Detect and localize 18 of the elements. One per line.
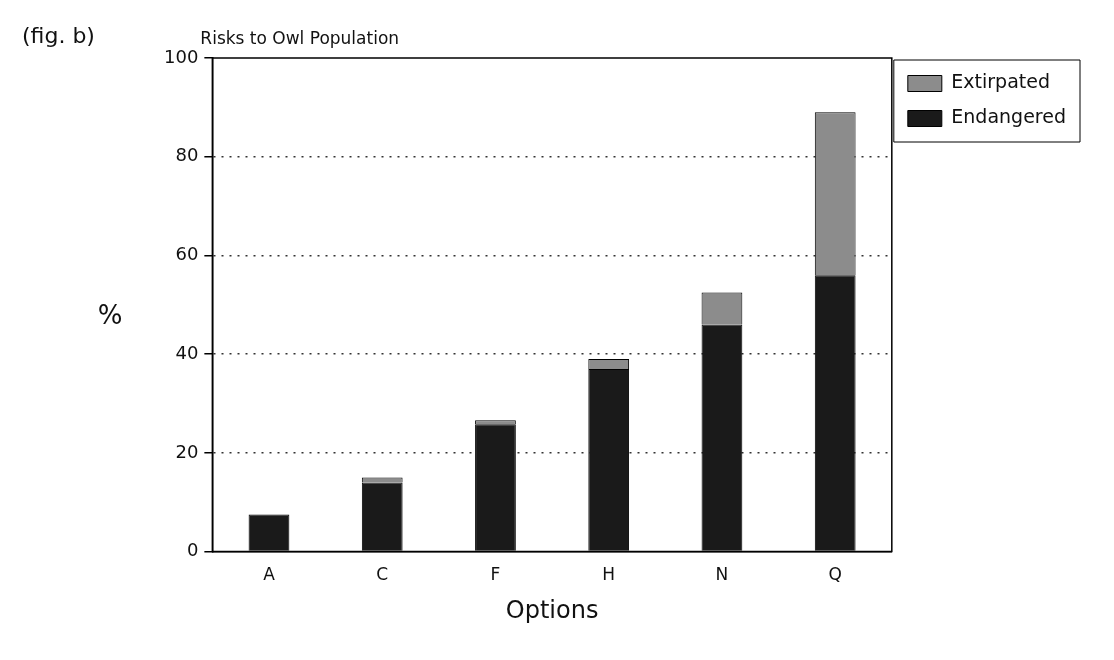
x-tick-label: C	[376, 564, 389, 585]
y-tick-label: 0	[186, 539, 199, 561]
y-tick-label: 20	[175, 440, 199, 462]
text: (fig. b)	[22, 22, 95, 48]
y-axis-title: %	[97, 299, 123, 330]
y-tick-label: 60	[175, 243, 199, 265]
chart-title: Risks to Owl Population	[200, 27, 400, 48]
legend-label: Endangered	[951, 105, 1066, 128]
y-tick-label: 100	[164, 45, 199, 67]
x-tick-label: F	[490, 564, 501, 585]
legend-label: Extirpated	[951, 70, 1051, 93]
x-tick-label: H	[602, 564, 616, 585]
x-axis-title: Options	[505, 595, 599, 624]
y-tick-label: 40	[175, 341, 199, 363]
y-tick-label: 80	[175, 144, 199, 166]
x-tick-label: A	[263, 564, 276, 585]
x-tick-label: Q	[828, 564, 842, 585]
x-tick-label: N	[715, 564, 729, 585]
